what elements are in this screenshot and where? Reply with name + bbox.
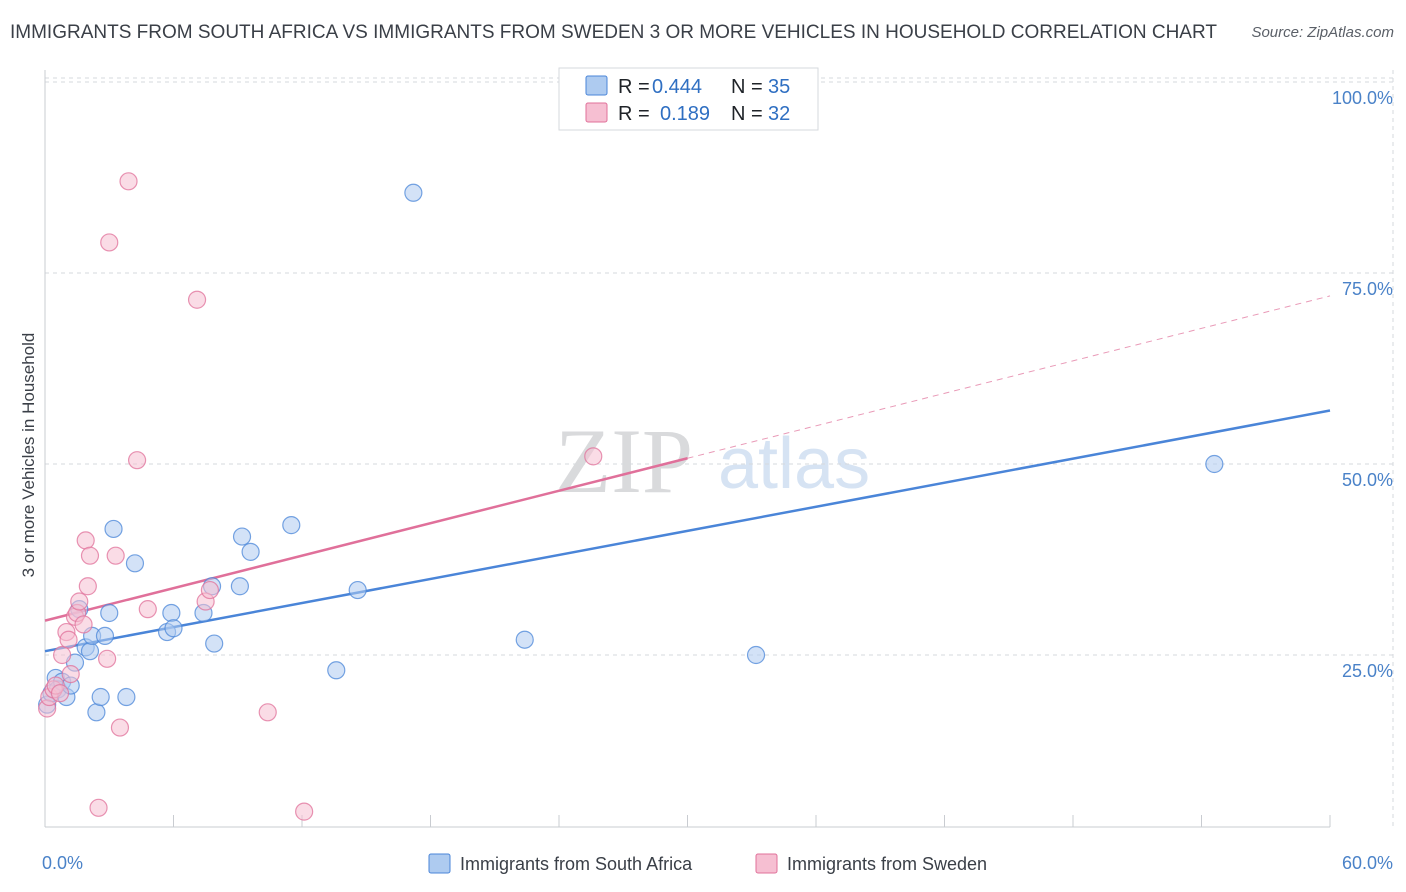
y-tick-labels: 25.0% 50.0% 75.0% 100.0% — [1332, 88, 1393, 681]
point-sweden — [138, 600, 157, 619]
point-sweden — [258, 703, 277, 722]
point-sweden — [76, 531, 95, 550]
point-sweden — [100, 233, 119, 252]
y-tick-label: 25.0% — [1342, 661, 1393, 681]
y-tick-label: 75.0% — [1342, 279, 1393, 299]
point-south-africa — [87, 703, 106, 722]
point-sweden — [200, 580, 220, 600]
point-south-africa — [80, 642, 100, 661]
point-sweden — [127, 451, 147, 470]
point-south-africa — [327, 661, 346, 680]
y-axis-label: 3 or more Vehicles in Household — [19, 333, 38, 578]
point-south-africa — [91, 687, 110, 707]
point-sweden — [119, 172, 138, 191]
stats-n-label: N = — [731, 103, 763, 125]
point-sweden — [89, 798, 108, 817]
stats-r-value: 0.189 — [660, 103, 710, 125]
point-south-africa — [162, 603, 181, 623]
point-south-africa — [100, 603, 119, 623]
stats-n-value: 32 — [768, 103, 790, 125]
legend-label-sweden: Immigrants from Sweden — [787, 854, 987, 874]
point-sweden — [106, 546, 125, 565]
point-south-africa — [348, 580, 367, 600]
legend-swatch-sweden — [755, 853, 778, 874]
x-tick-label-min: 0.0% — [42, 853, 83, 873]
point-sweden — [584, 447, 603, 466]
stats-swatch-south-africa — [585, 75, 608, 96]
trend-lines — [44, 295, 1331, 653]
point-south-africa — [241, 542, 260, 561]
stats-r-label: R = — [618, 103, 650, 125]
legend: Immigrants from South Africa Immigrants … — [428, 853, 987, 874]
point-sweden — [187, 290, 207, 309]
stats-n-label: N = — [731, 76, 763, 98]
data-points — [38, 172, 1224, 821]
legend-label-south-africa: Immigrants from South Africa — [460, 854, 693, 874]
point-south-africa — [282, 516, 301, 535]
point-south-africa — [117, 687, 136, 707]
x-axis-ticks — [44, 815, 1331, 827]
point-south-africa — [104, 519, 123, 539]
stats-swatch-sweden — [585, 102, 608, 123]
point-sweden — [78, 577, 97, 596]
trend-line-sweden — [44, 457, 688, 622]
y-tick-label: 100.0% — [1332, 88, 1393, 108]
y-tick-label: 50.0% — [1342, 470, 1393, 490]
point-south-africa — [746, 645, 766, 665]
point-south-africa — [205, 634, 224, 653]
trend-line-south-africa — [44, 409, 1331, 653]
point-sweden — [295, 802, 314, 821]
stats-legend: R = 0.444 N = 35 R = 0.189 N = 32 — [558, 67, 819, 131]
point-south-africa — [164, 619, 183, 638]
source-credit: Source: ZipAtlas.com — [1251, 24, 1394, 41]
point-sweden — [61, 664, 80, 684]
point-sweden — [98, 649, 117, 668]
stats-r-value: 0.444 — [652, 76, 702, 98]
point-sweden — [110, 718, 130, 737]
point-south-africa — [404, 183, 423, 202]
chart-title: IMMIGRANTS FROM SOUTH AFRICA VS IMMIGRAN… — [10, 22, 1217, 43]
point-sweden — [74, 615, 93, 634]
watermark: ZIP atlas — [555, 410, 870, 512]
legend-swatch-south-africa — [428, 853, 451, 874]
point-south-africa — [125, 554, 145, 573]
point-sweden — [70, 592, 89, 611]
point-south-africa — [515, 630, 534, 649]
point-sweden — [53, 645, 72, 665]
point-south-africa — [1205, 454, 1224, 474]
point-sweden — [59, 630, 78, 649]
x-tick-label-max: 60.0% — [1342, 853, 1393, 873]
point-south-africa — [230, 577, 249, 596]
point-sweden — [80, 546, 100, 565]
point-sweden — [50, 684, 70, 703]
point-south-africa — [95, 626, 115, 646]
stats-n-value: 35 — [768, 76, 790, 98]
point-south-africa — [232, 527, 252, 546]
watermark-zip: ZIP — [555, 410, 693, 512]
trend-line-sweden-projection — [687, 295, 1331, 459]
stats-r-label: R = — [618, 76, 650, 98]
